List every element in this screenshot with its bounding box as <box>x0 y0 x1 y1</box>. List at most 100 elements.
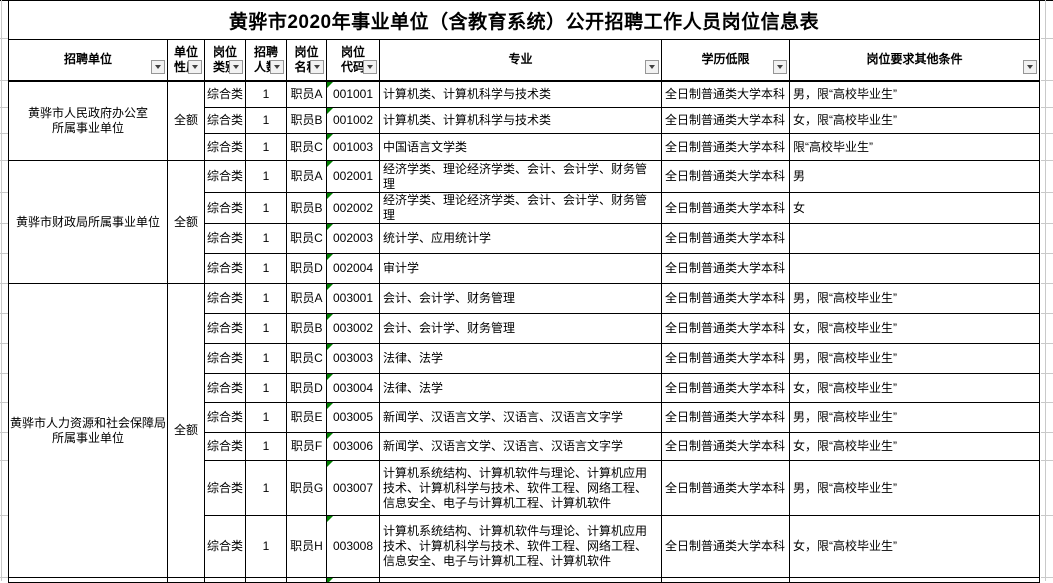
header-cell-count[interactable]: 招聘人数 <box>245 39 287 82</box>
cell-code[interactable]: 003003 <box>326 343 380 374</box>
cell-category[interactable]: 综合类 <box>204 313 246 344</box>
cell-empty[interactable] <box>789 577 1040 583</box>
cell-major[interactable]: 法律、法学 <box>379 373 662 403</box>
cell-degree[interactable]: 全日制普通类大学本科 <box>661 192 790 224</box>
cell-unit[interactable]: 黄骅市人力资源和社会保障局 所属事业单位 <box>8 283 168 578</box>
cell-other[interactable] <box>789 253 1040 284</box>
cell-other[interactable]: 女，限“高校毕业生” <box>789 432 1040 461</box>
cell-other[interactable]: 女，限“高校毕业生” <box>789 107 1040 134</box>
cell-major[interactable]: 计算机类、计算机科学与技术类 <box>379 107 662 134</box>
cell-degree[interactable]: 全日制普通类大学本科 <box>661 223 790 254</box>
cell-category[interactable]: 综合类 <box>204 402 246 433</box>
cell-nature[interactable]: 全额 <box>167 80 205 161</box>
cell-major[interactable]: 新闻学、汉语言文学、汉语言、汉语言文字学 <box>379 402 662 433</box>
cell-major[interactable]: 会计、会计学、财务管理 <box>379 313 662 344</box>
cell-count[interactable]: 1 <box>245 343 287 374</box>
header-cell-degree[interactable]: 学历低限 <box>661 39 790 82</box>
cell-category[interactable]: 综合类 <box>204 107 246 134</box>
cell-degree[interactable]: 全日制普通类大学本科 <box>661 107 790 134</box>
cell-count[interactable]: 1 <box>245 283 287 314</box>
cell-count[interactable]: 1 <box>245 402 287 433</box>
cell-nature[interactable]: 全额 <box>167 283 205 578</box>
cell-other[interactable]: 男，限“高校毕业生” <box>789 80 1040 108</box>
cell-empty[interactable] <box>661 577 790 583</box>
cell-name[interactable]: 职员A <box>286 283 327 314</box>
cell-nature[interactable]: 全额 <box>167 160 205 284</box>
cell-empty[interactable] <box>286 577 327 583</box>
filter-button-unit[interactable] <box>151 59 165 74</box>
cell-degree[interactable]: 全日制普通类大学本科 <box>661 373 790 403</box>
cell-name[interactable]: 职员E <box>286 402 327 433</box>
cell-code[interactable]: 003006 <box>326 432 380 461</box>
cell-category[interactable]: 综合类 <box>204 283 246 314</box>
cell-category[interactable]: 综合类 <box>204 373 246 403</box>
header-cell-name[interactable]: 岗位名称 <box>286 39 327 82</box>
cell-empty[interactable] <box>167 577 205 583</box>
cell-count[interactable]: 1 <box>245 80 287 108</box>
cell-degree[interactable]: 全日制普通类大学本科 <box>661 160 790 193</box>
cell-count[interactable]: 1 <box>245 107 287 134</box>
cell-major[interactable]: 计算机系统结构、计算机软件与理论、计算机应用技术、计算机科学与技术、软件工程、网… <box>379 515 662 578</box>
cell-code[interactable]: 002002 <box>326 192 380 224</box>
cell-code[interactable]: 001001 <box>326 80 380 108</box>
cell-major[interactable]: 法律、法学 <box>379 343 662 374</box>
cell-count[interactable]: 1 <box>245 253 287 284</box>
cell-other[interactable]: 男，限“高校毕业生” <box>789 402 1040 433</box>
cell-other[interactable]: 限“高校毕业生” <box>789 133 1040 161</box>
cell-code[interactable]: 001003 <box>326 133 380 161</box>
cell-other[interactable]: 女，限“高校毕业生” <box>789 515 1040 578</box>
cell-degree[interactable]: 全日制普通类大学本科 <box>661 313 790 344</box>
cell-category[interactable]: 综合类 <box>204 192 246 224</box>
cell-count[interactable]: 1 <box>245 432 287 461</box>
cell-degree[interactable]: 全日制普通类大学本科 <box>661 253 790 284</box>
cell-empty[interactable] <box>245 577 287 583</box>
cell-degree[interactable]: 全日制普通类大学本科 <box>661 460 790 516</box>
filter-button-name[interactable] <box>310 59 324 74</box>
cell-name[interactable]: 职员C <box>286 343 327 374</box>
cell-category[interactable]: 综合类 <box>204 160 246 193</box>
cell-major[interactable]: 计算机类、计算机科学与技术类 <box>379 80 662 108</box>
cell-other[interactable]: 男，限“高校毕业生” <box>789 283 1040 314</box>
cell-major[interactable]: 统计学、应用统计学 <box>379 223 662 254</box>
filter-button-category[interactable] <box>229 59 243 74</box>
cell-degree[interactable]: 全日制普通类大学本科 <box>661 80 790 108</box>
header-cell-category[interactable]: 岗位类别 <box>204 39 246 82</box>
cell-code[interactable]: 003004 <box>326 373 380 403</box>
cell-empty[interactable] <box>326 577 380 583</box>
cell-major[interactable]: 经济学类、理论经济学类、会计、会计学、财务管理 <box>379 160 662 193</box>
cell-code[interactable]: 002001 <box>326 160 380 193</box>
cell-empty[interactable] <box>8 577 168 583</box>
cell-name[interactable]: 职员F <box>286 432 327 461</box>
cell-major[interactable]: 经济学类、理论经济学类、会计、会计学、财务管理 <box>379 192 662 224</box>
cell-code[interactable]: 003005 <box>326 402 380 433</box>
cell-category[interactable]: 综合类 <box>204 80 246 108</box>
cell-code[interactable]: 003002 <box>326 313 380 344</box>
cell-other[interactable]: 男，限“高校毕业生” <box>789 460 1040 516</box>
header-cell-unit[interactable]: 招聘单位 <box>8 39 168 82</box>
cell-count[interactable]: 1 <box>245 460 287 516</box>
cell-degree[interactable]: 全日制普通类大学本科 <box>661 133 790 161</box>
cell-count[interactable]: 1 <box>245 223 287 254</box>
cell-major[interactable]: 会计、会计学、财务管理 <box>379 283 662 314</box>
cell-code[interactable]: 003008 <box>326 515 380 578</box>
filter-button-count[interactable] <box>270 59 284 74</box>
cell-name[interactable]: 职员B <box>286 192 327 224</box>
cell-category[interactable]: 综合类 <box>204 515 246 578</box>
cell-other[interactable]: 男 <box>789 160 1040 193</box>
cell-name[interactable]: 职员D <box>286 253 327 284</box>
cell-name[interactable]: 职员G <box>286 460 327 516</box>
cell-count[interactable]: 1 <box>245 160 287 193</box>
header-cell-major[interactable]: 专业 <box>379 39 662 82</box>
filter-button-code[interactable] <box>363 59 377 74</box>
cell-unit[interactable]: 黄骅市财政局所属事业单位 <box>8 160 168 284</box>
sheet-title-cell[interactable]: 黄骅市2020年事业单位（含教育系统）公开招聘工作人员岗位信息表 <box>8 0 1040 39</box>
cell-name[interactable]: 职员A <box>286 80 327 108</box>
cell-unit[interactable]: 黄骅市人民政府办公室 所属事业单位 <box>8 80 168 161</box>
cell-category[interactable]: 综合类 <box>204 223 246 254</box>
cell-other[interactable]: 女，限“高校毕业生” <box>789 373 1040 403</box>
cell-degree[interactable]: 全日制普通类大学本科 <box>661 283 790 314</box>
cell-code[interactable]: 002004 <box>326 253 380 284</box>
cell-count[interactable]: 1 <box>245 313 287 344</box>
cell-category[interactable]: 综合类 <box>204 253 246 284</box>
filter-button-degree[interactable] <box>773 59 787 74</box>
